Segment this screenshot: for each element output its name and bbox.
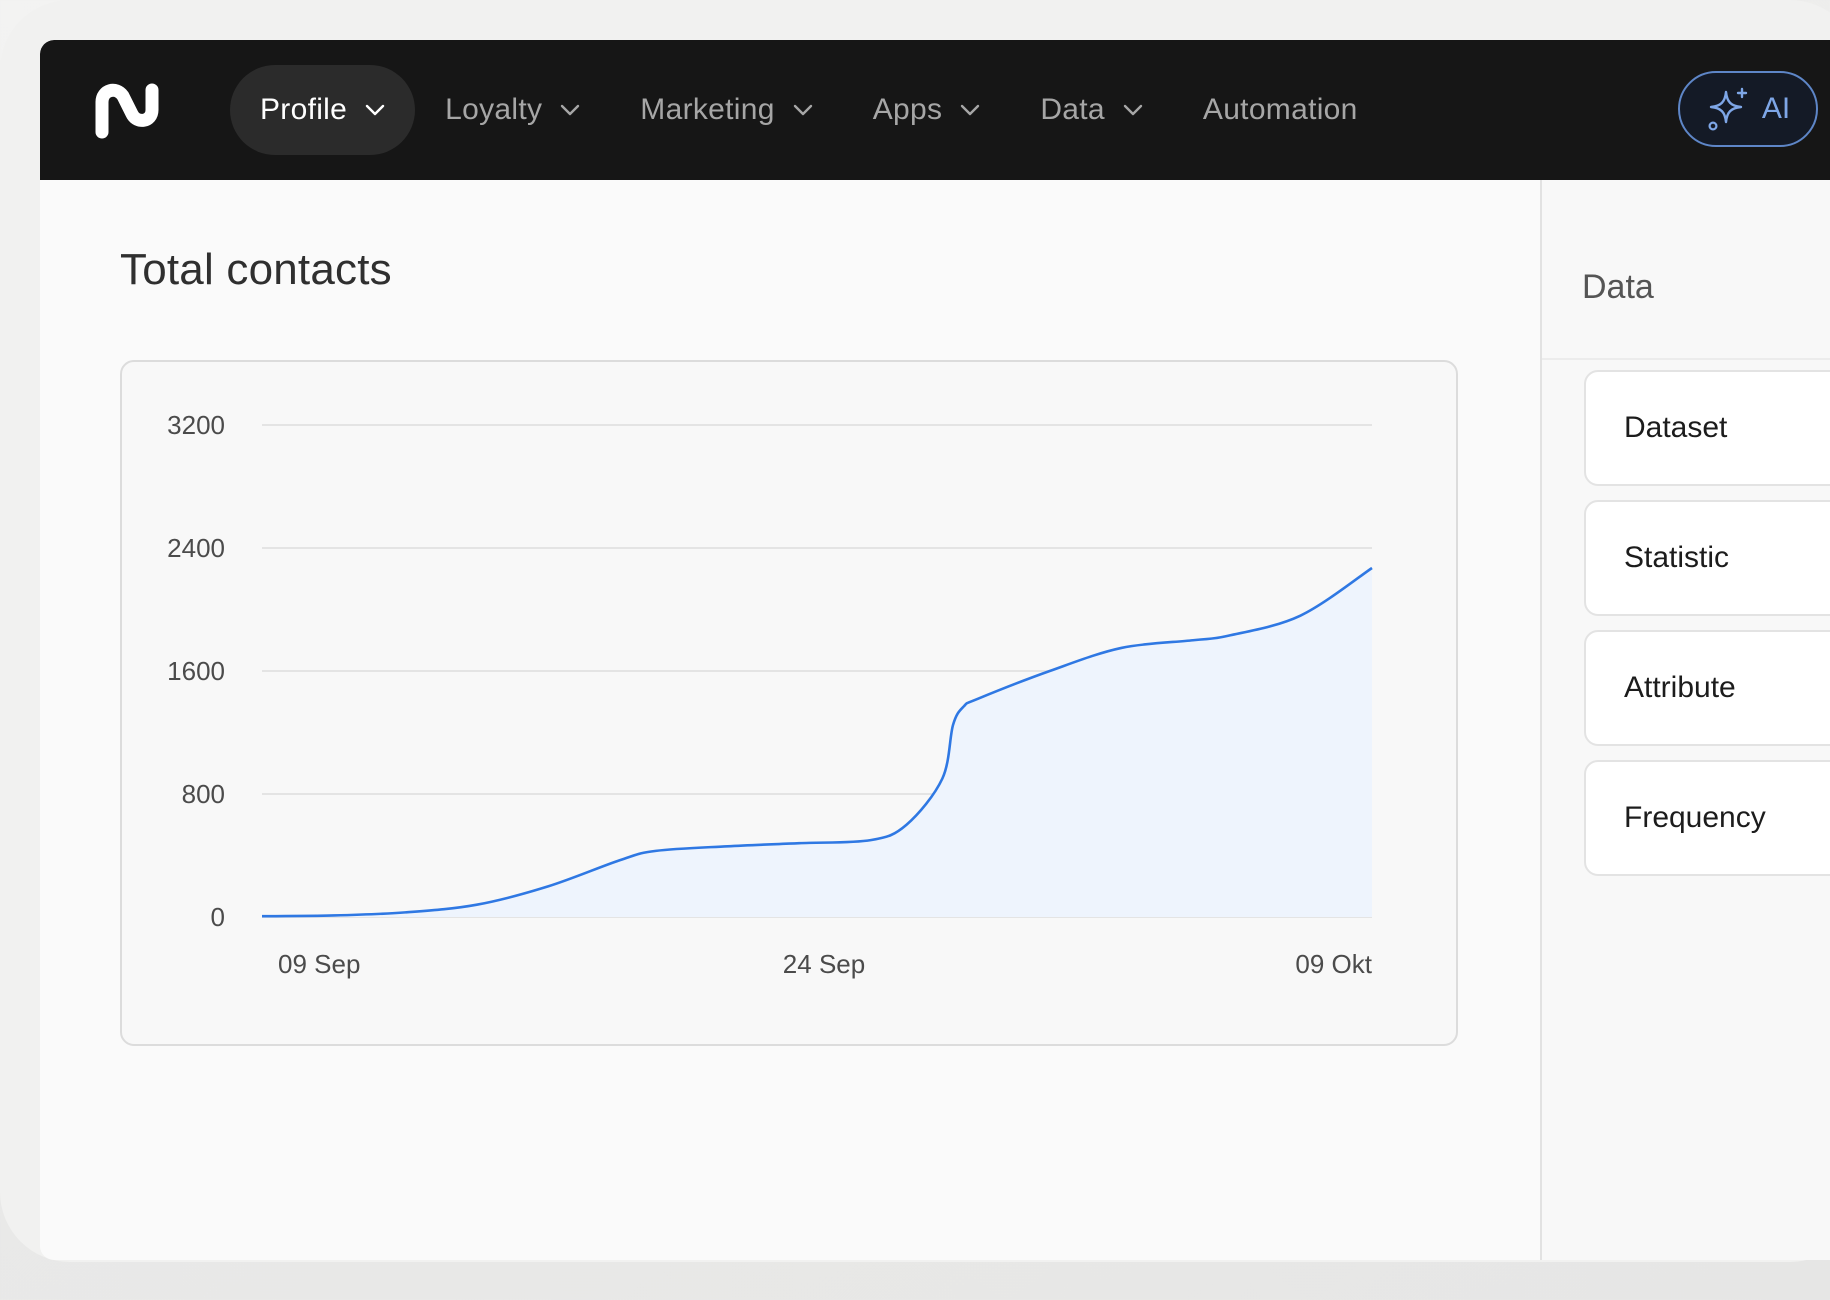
chevron-down-icon <box>1123 104 1143 116</box>
nav-item-label: Profile <box>260 93 348 126</box>
total-contacts-chart: 0 800 1600 2400 3200 09 Sep 24 Sep 09 Okt <box>120 360 1458 1046</box>
side-item-label: Frequency <box>1624 801 1766 834</box>
chevron-down-icon <box>961 104 980 116</box>
y-tick-label: 2400 <box>167 533 225 563</box>
nav-item-label: Marketing <box>640 93 775 126</box>
side-item-label: Dataset <box>1624 411 1728 444</box>
main-nav: Profile Loyalty Marketing Apps Data <box>230 65 1358 155</box>
series-area <box>262 567 1372 917</box>
y-tick-label: 0 <box>211 902 225 932</box>
nav-item-data[interactable]: Data <box>1010 65 1173 155</box>
side-item-label: Attribute <box>1624 671 1736 704</box>
side-item-statistic[interactable]: Statistic <box>1584 500 1830 616</box>
nav-item-loyalty[interactable]: Loyalty <box>415 65 610 155</box>
y-tick-label: 3200 <box>167 410 225 440</box>
nav-item-label: Loyalty <box>445 93 543 126</box>
nav-item-marketing[interactable]: Marketing <box>610 65 842 155</box>
y-tick-label: 1600 <box>167 656 225 686</box>
x-tick-label: 09 Sep <box>278 949 360 979</box>
ai-button-label: AI <box>1761 92 1791 125</box>
side-panel-separator <box>1542 358 1830 360</box>
nav-item-label: Data <box>1040 93 1105 126</box>
side-panel-divider <box>1540 180 1542 1260</box>
chevron-down-icon <box>365 104 385 116</box>
side-item-dataset[interactable]: Dataset <box>1584 370 1830 486</box>
brand-logo-icon[interactable] <box>92 80 162 140</box>
chevron-down-icon <box>793 104 812 116</box>
device-frame: Profile Loyalty Marketing Apps Data <box>0 0 1830 1262</box>
y-tick-label: 800 <box>182 779 225 809</box>
series-line <box>261 566 1373 918</box>
x-tick-label: 09 Okt <box>1295 949 1372 979</box>
nav-item-label: Apps <box>872 93 943 126</box>
side-item-label: Statistic <box>1624 541 1730 574</box>
x-tick-label: 24 Sep <box>783 949 865 979</box>
ai-assistant-button[interactable]: AI <box>1678 71 1818 147</box>
top-navigation-bar: Profile Loyalty Marketing Apps Data <box>40 40 1830 180</box>
nav-item-profile[interactable]: Profile <box>230 65 416 155</box>
chevron-down-icon <box>561 104 580 116</box>
data-side-panel: Data Dataset Statistic Attribute Frequen… <box>1542 180 1830 1260</box>
nav-item-automation[interactable]: Automation <box>1173 65 1358 155</box>
chart-canvas: 0 800 1600 2400 3200 09 Sep 24 Sep 09 Okt <box>167 410 1373 979</box>
app-window: Profile Loyalty Marketing Apps Data <box>40 40 1830 1260</box>
side-item-attribute[interactable]: Attribute <box>1584 630 1830 746</box>
page-title: Total contacts <box>120 245 392 294</box>
side-item-frequency[interactable]: Frequency <box>1584 760 1830 876</box>
side-panel-title: Data <box>1582 268 1654 306</box>
sparkle-icon <box>1708 87 1748 131</box>
nav-item-label: Automation <box>1202 93 1358 126</box>
nav-item-apps[interactable]: Apps <box>843 65 1011 155</box>
